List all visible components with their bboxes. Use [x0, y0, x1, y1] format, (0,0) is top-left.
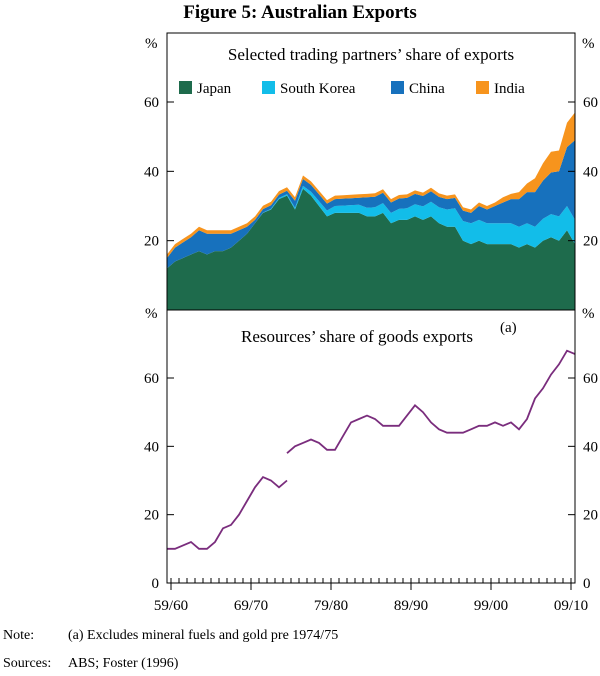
area-south-korea — [167, 185, 575, 269]
x-tick-label-69-70: 69/70 — [234, 598, 268, 614]
sources-label: Sources: — [3, 656, 52, 671]
top-left-tick-label-40: 40 — [144, 164, 159, 180]
legend-label-india: India — [494, 81, 525, 97]
legend-label-japan: Japan — [197, 81, 232, 97]
bottom-right-tick-label-60: 60 — [583, 371, 598, 387]
note-text: (a) Excludes mineral fuels and gold pre … — [68, 628, 339, 643]
legend-label-south-korea: South Korea — [280, 81, 356, 97]
legend-swatch-india — [476, 81, 489, 94]
x-tick-label-89-90: 89/90 — [394, 598, 428, 614]
top-right-tick-label-60: 60 — [583, 95, 598, 111]
bottom-panel-title-superscript: (a) — [500, 320, 517, 336]
legend-label-china: China — [409, 81, 445, 97]
x-tick-label-99-00: 99/00 — [474, 598, 508, 614]
top-unit-right: % — [582, 36, 595, 52]
bottom-left-tick-label-60: 60 — [144, 371, 159, 387]
area-china — [167, 140, 575, 269]
legend-swatch-china — [391, 81, 404, 94]
sources-text: ABS; Foster (1996) — [68, 656, 179, 671]
top-right-tick-label-40: 40 — [583, 164, 598, 180]
x-tick-label-59-60: 59/60 — [154, 598, 188, 614]
bottom-left-tick-label-40: 40 — [144, 439, 159, 455]
top-unit-left: % — [145, 36, 158, 52]
bottom-right-tick-label-20: 20 — [583, 508, 598, 524]
x-tick-label-79-80: 79/80 — [314, 598, 348, 614]
x-tick-label-09-10: 09/10 — [554, 598, 588, 614]
top-left-tick-label-20: 20 — [144, 234, 159, 250]
top-panel-title: Selected trading partners’ share of expo… — [228, 45, 514, 64]
resources-line-2 — [286, 349, 576, 454]
bottom-unit-right: % — [582, 306, 595, 322]
note-label: Note: — [3, 628, 35, 643]
legend-swatch-japan — [179, 81, 192, 94]
figure-title: Figure 5: Australian Exports — [183, 2, 417, 23]
top-right-tick-label-20: 20 — [583, 234, 598, 250]
area-japan — [167, 188, 575, 310]
bottom-right-tick-label-40: 40 — [583, 439, 598, 455]
bottom-right-tick-label-0: 0 — [583, 576, 591, 592]
bottom-panel-title: Resources’ share of goods exports — [241, 327, 473, 346]
legend-swatch-south-korea — [262, 81, 275, 94]
bottom-unit-left: % — [145, 306, 158, 322]
resources-line-1 — [167, 476, 288, 550]
top-left-tick-label-60: 60 — [144, 95, 159, 111]
bottom-left-tick-label-0: 0 — [152, 576, 160, 592]
bottom-left-tick-label-20: 20 — [144, 508, 159, 524]
